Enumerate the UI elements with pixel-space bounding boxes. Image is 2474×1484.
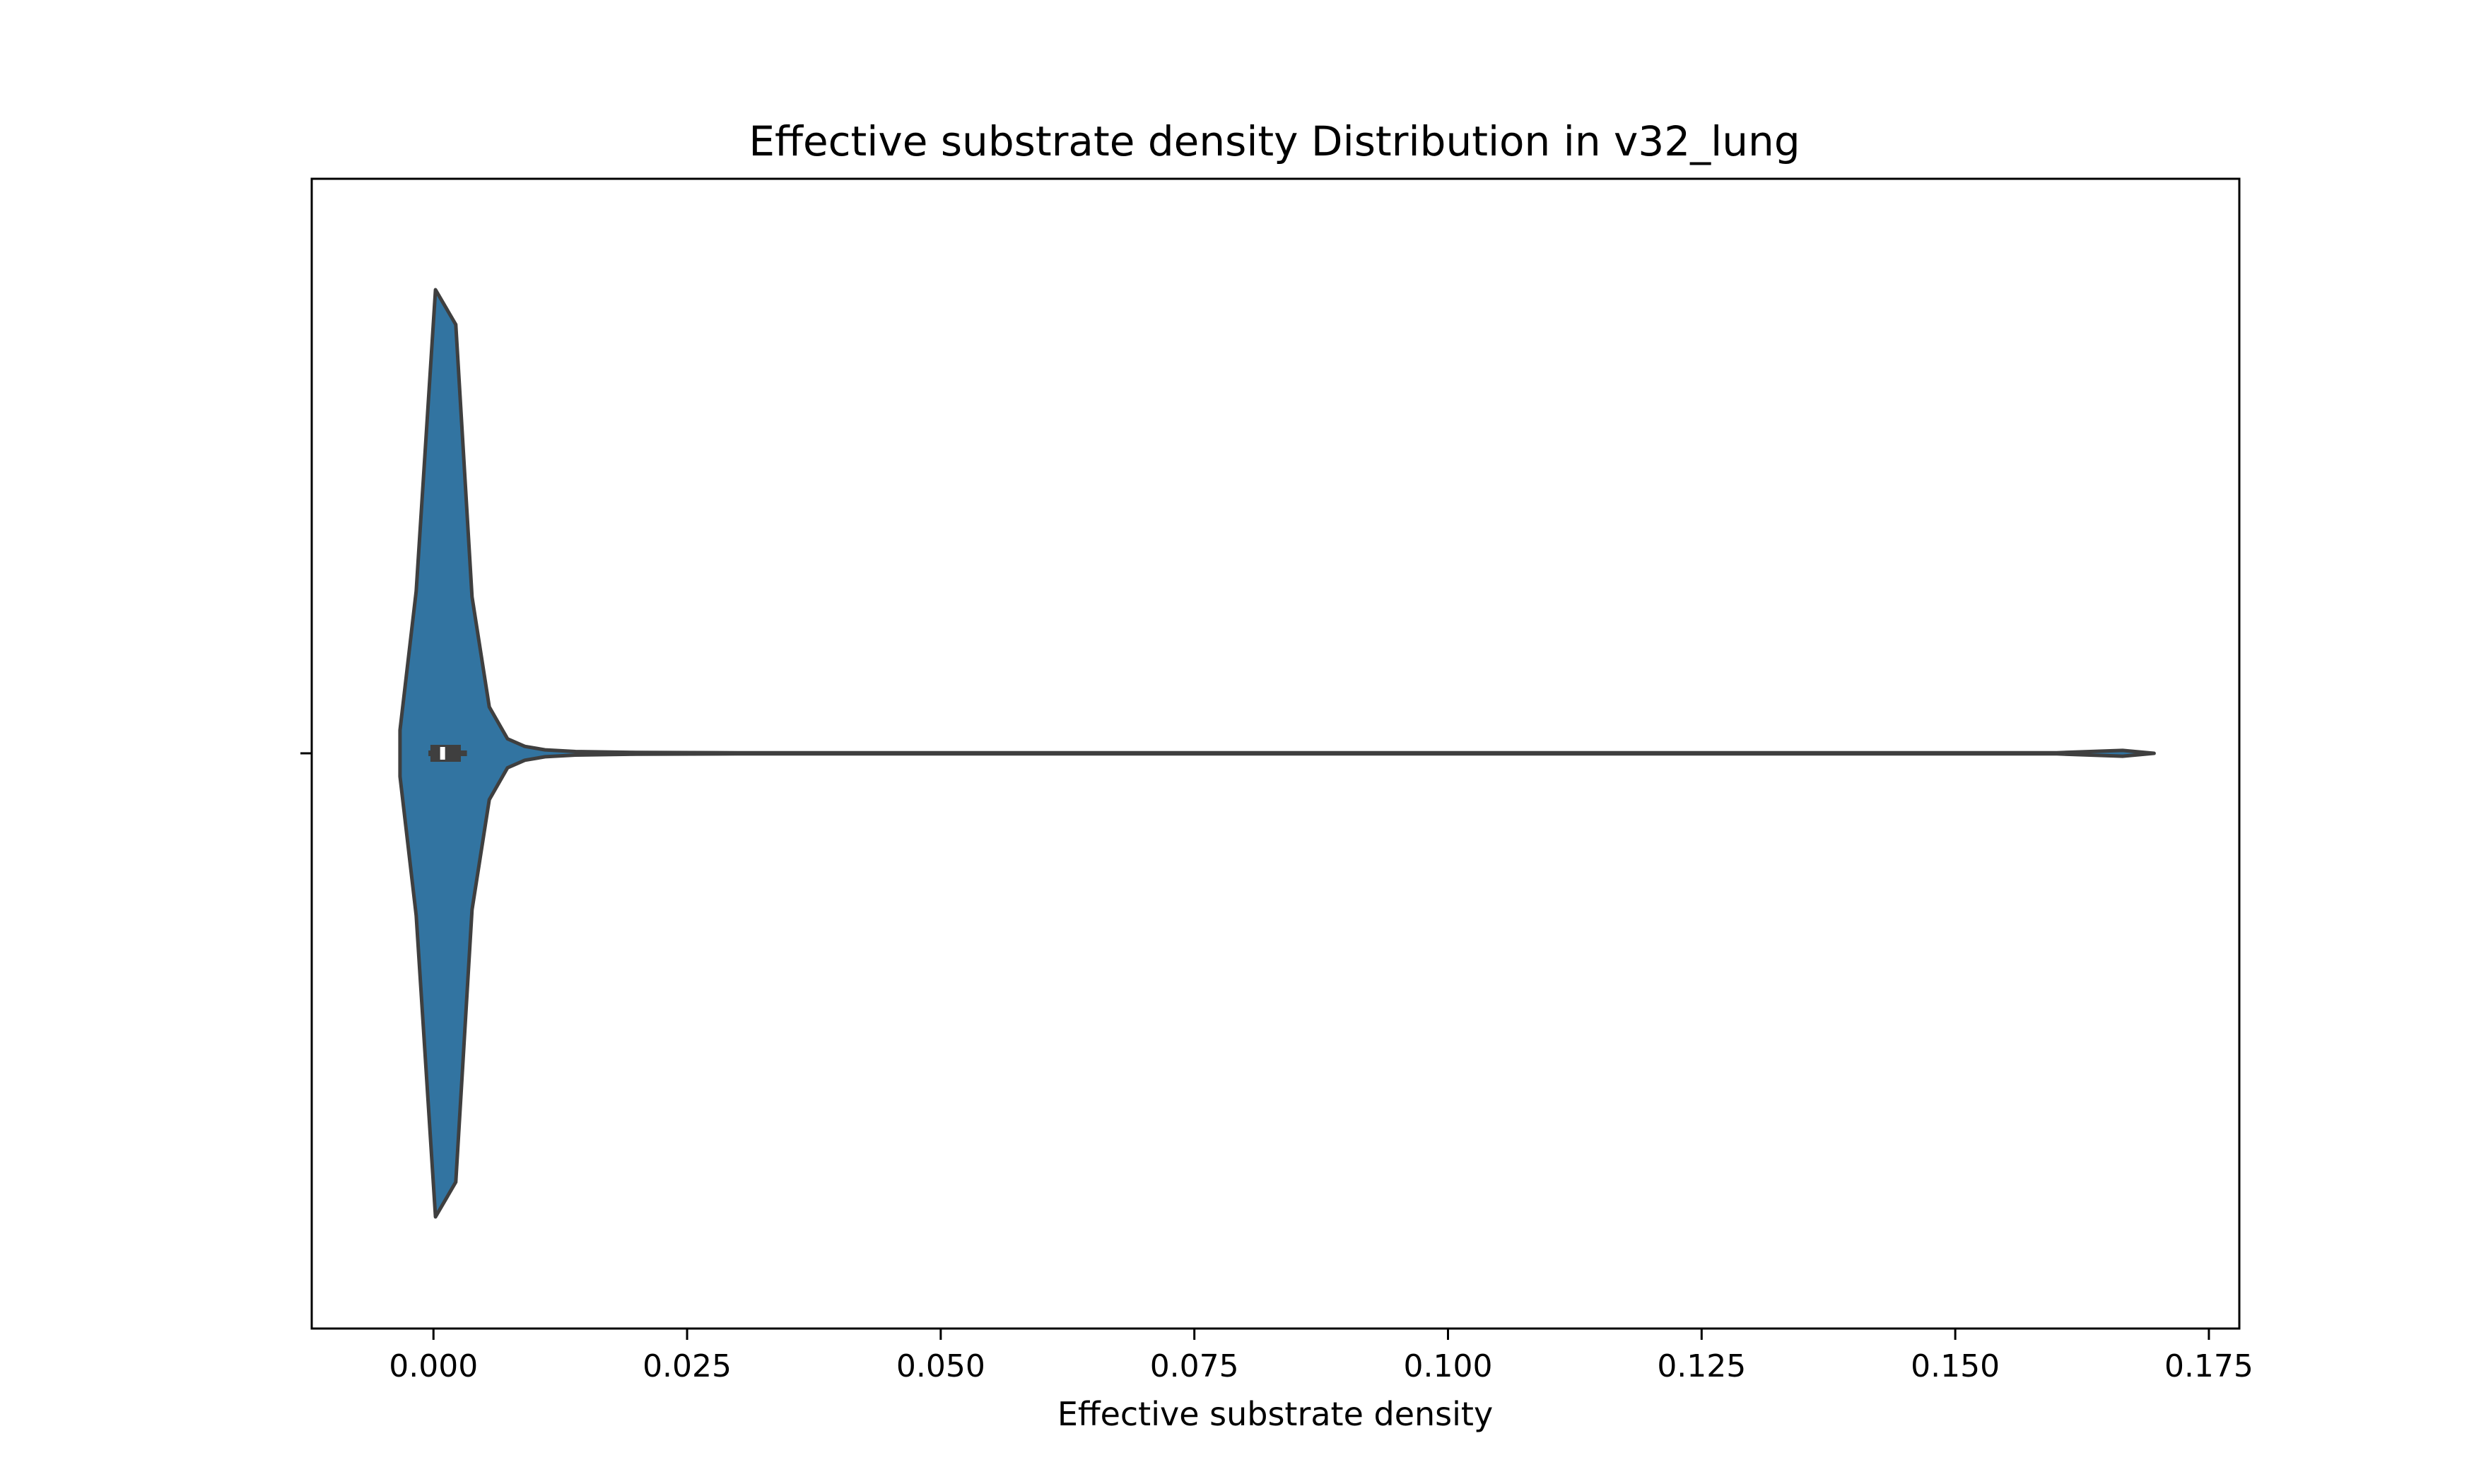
box-iqr xyxy=(430,745,461,762)
x-axis-title: Effective substrate density xyxy=(1057,1395,1493,1433)
x-tick-label: 0.175 xyxy=(2164,1348,2253,1384)
x-tick-label: 0.000 xyxy=(389,1348,478,1384)
x-tick-label: 0.025 xyxy=(643,1348,732,1384)
chart-title: Effective substrate density Distribution… xyxy=(749,117,1800,165)
x-tick-label: 0.075 xyxy=(1150,1348,1239,1384)
x-tick-label: 0.100 xyxy=(1404,1348,1493,1384)
x-tick-label: 0.150 xyxy=(1911,1348,2000,1384)
x-axis: 0.000 0.025 0.050 0.075 0.100 0.125 0.150 0.175 xyxy=(389,1329,2253,1384)
violin-layer xyxy=(398,288,2156,1219)
x-tick-label: 0.125 xyxy=(1657,1348,1746,1384)
box-median xyxy=(440,747,445,760)
x-tick-label: 0.050 xyxy=(896,1348,985,1384)
violin-body xyxy=(398,288,2156,1219)
